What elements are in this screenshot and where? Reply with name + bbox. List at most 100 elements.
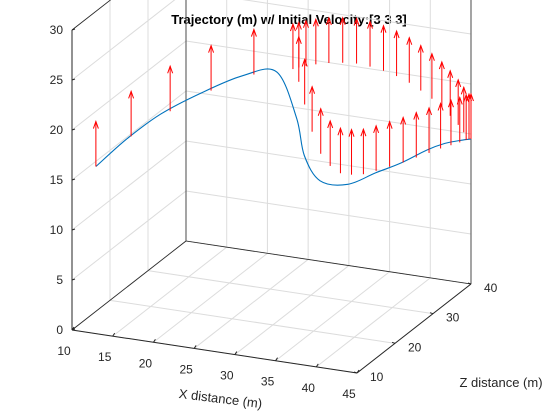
force-arrow xyxy=(373,124,380,171)
force-arrow-head xyxy=(303,19,309,28)
z-gridline-backwall xyxy=(185,190,472,235)
x-gridline-floor xyxy=(275,271,390,362)
force-arrow xyxy=(438,60,445,108)
x-tick-label: 25 xyxy=(179,362,193,376)
force-arrow xyxy=(309,85,316,132)
force-arrow-head xyxy=(208,44,215,53)
force-arrow-head xyxy=(406,36,413,45)
axes-box xyxy=(71,0,472,374)
force-arrow xyxy=(386,120,393,167)
x-axis-line xyxy=(71,329,358,374)
force-arrow-head xyxy=(447,98,454,108)
force-arrow-head xyxy=(312,17,319,27)
force-arrow xyxy=(380,24,387,71)
force-arrow-head xyxy=(386,120,393,129)
force-arrow xyxy=(426,106,433,153)
force-arrow-head xyxy=(167,64,174,74)
vertical-tick-mark xyxy=(71,228,76,231)
x-tick-label: 45 xyxy=(342,387,356,401)
force-arrow xyxy=(463,93,470,140)
z-gridline-sidewall xyxy=(71,190,187,281)
plot-area xyxy=(92,16,474,186)
force-arrow xyxy=(413,111,420,158)
tick-labels: 10 15 20 25 30 35 40 45 10 20 30 40 0 5 10 15 20 25 30 xyxy=(50,23,498,401)
vertical-tick-label: 15 xyxy=(50,173,64,187)
z-distance-tick-label: 30 xyxy=(446,311,460,325)
force-arrow-head xyxy=(413,111,420,120)
x-tick-label: 10 xyxy=(57,344,71,358)
force-arrow xyxy=(393,29,400,77)
z-gridline-backwall xyxy=(242,0,472,35)
force-arrow xyxy=(289,22,296,70)
x-gridline-floor xyxy=(234,265,350,355)
force-arrow-head xyxy=(250,28,257,37)
force-arrow xyxy=(353,17,360,64)
y-gridline-floor xyxy=(147,270,434,315)
z-axis-label: Z distance (m) xyxy=(459,375,542,390)
z-distance-tick-label: 40 xyxy=(484,281,498,295)
force-arrow xyxy=(327,119,334,166)
force-arrow xyxy=(208,44,215,91)
x-tick-label: 20 xyxy=(139,356,153,370)
box-edge xyxy=(71,0,112,31)
force-arrow-head xyxy=(437,102,444,111)
z-distance-tick-mark xyxy=(353,371,358,374)
z-distance-tick-mark xyxy=(391,341,396,344)
force-arrow-head xyxy=(428,52,435,61)
force-arrow xyxy=(360,127,367,175)
vertical-tick-label: 0 xyxy=(56,323,63,337)
force-arrow-head xyxy=(92,120,99,129)
z-gridline-backwall xyxy=(185,90,472,135)
trajectory-line xyxy=(95,68,472,186)
force-arrow xyxy=(339,16,346,63)
z-gridline-sidewall xyxy=(71,40,187,131)
z-gridline-backwall xyxy=(185,140,472,185)
x-tick-mark xyxy=(275,357,278,361)
vertical-tick-label: 25 xyxy=(50,73,64,87)
force-arrow xyxy=(447,69,454,116)
x-gridline-floor xyxy=(193,259,309,349)
y-gridline-floor xyxy=(109,299,396,344)
force-arrow-head xyxy=(295,21,302,30)
force-arrow-head xyxy=(466,92,472,102)
vertical-tick-label: 20 xyxy=(50,123,64,137)
x-tick-mark xyxy=(112,332,116,337)
box-edge xyxy=(71,240,187,331)
vertical-tick-mark xyxy=(71,78,76,81)
vertical-tick-label: 10 xyxy=(50,223,64,237)
force-arrow-head xyxy=(317,107,324,116)
force-arrow xyxy=(250,28,257,75)
force-arrow-head xyxy=(447,69,454,78)
x-gridline-floor xyxy=(153,252,268,343)
force-arrow xyxy=(303,19,309,66)
force-arrow xyxy=(348,128,355,175)
force-arrow-head xyxy=(460,85,467,95)
x-gridline-floor xyxy=(112,246,228,337)
force-arrow xyxy=(428,52,435,99)
force-arrow-head xyxy=(455,78,462,88)
force-arrow xyxy=(460,85,467,133)
force-arrow-head xyxy=(463,93,470,103)
x-tick-label: 40 xyxy=(302,381,316,395)
force-arrow xyxy=(417,44,424,91)
force-arrow-head xyxy=(348,128,355,137)
force-arrow xyxy=(317,107,324,154)
vertical-tick-mark xyxy=(71,328,76,331)
box-edge xyxy=(185,240,472,285)
force-arrow xyxy=(466,92,472,140)
force-arrow-head xyxy=(339,16,346,25)
force-arrow xyxy=(400,115,407,163)
force-arrow-head xyxy=(337,126,344,136)
vertical-tick-label: 5 xyxy=(56,273,63,287)
force-arrow-head xyxy=(325,16,332,26)
force-arrow-head xyxy=(438,60,445,70)
force-arrow-head xyxy=(353,17,360,26)
x-tick-mark xyxy=(356,369,360,374)
x-tick-label: 15 xyxy=(98,350,112,364)
force-arrow xyxy=(295,21,302,68)
force-arrow-head xyxy=(417,44,424,53)
x-gridline-floor xyxy=(315,277,431,368)
force-arrow xyxy=(447,98,454,146)
